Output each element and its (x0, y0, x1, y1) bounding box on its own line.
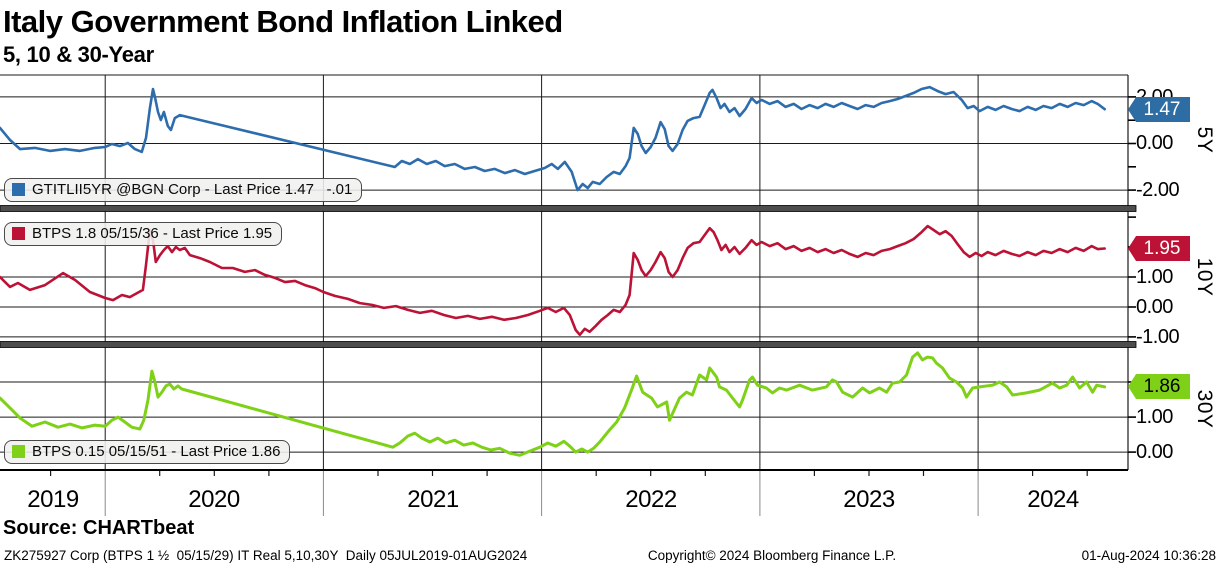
x-year-label-2020: 2020 (188, 486, 240, 513)
x-year-label-2021: 2021 (407, 486, 459, 513)
y-tick-label-10Y: 0.00 (1136, 296, 1173, 318)
panel-axis-label-30Y: 30Y (1193, 389, 1216, 429)
series-line-30Y (0, 351, 1107, 457)
legend-swatch-5Y (12, 183, 25, 196)
x-year-label-2019: 2019 (27, 486, 79, 513)
legend-text-30Y: BTPS 0.15 05/15/51 - Last Price 1.86 (32, 443, 281, 460)
x-year-label-2024: 2024 (1027, 486, 1079, 513)
footer-timestamp: 01-Aug-2024 10:36:28 (1081, 548, 1216, 563)
footer-security-description: ZK275927 Corp (BTPS 1 ½ 05/15/29) IT Rea… (4, 548, 528, 563)
legend-5Y[interactable]: GTITLII5YR @BGN Corp - Last Price 1.47 -… (4, 178, 363, 202)
x-year-label-2023: 2023 (843, 486, 895, 513)
y-tick-label-5Y: -2.00 (1136, 179, 1180, 201)
legend-10Y[interactable]: BTPS 1.8 05/15/36 - Last Price 1.95 (4, 222, 283, 246)
y-tick-label-10Y: -1.00 (1136, 326, 1180, 348)
footer-copyright: Copyright© 2024 Bloomberg Finance L.P. (647, 548, 897, 563)
source-line: Source: CHARTbeat (3, 517, 195, 539)
last-price-badge-30Y: 1.86 (1128, 374, 1190, 399)
last-price-badge-5Y: 1.47 (1128, 97, 1190, 122)
page-title: Italy Government Bond Inflation Linked (3, 4, 563, 39)
y-tick-label-10Y: 1.00 (1136, 266, 1173, 288)
y-tick-label-5Y: 0.00 (1136, 132, 1173, 154)
panel-axis-label-10Y: 10Y (1193, 257, 1216, 297)
legend-swatch-10Y (12, 227, 25, 240)
legend-text-5Y: GTITLII5YR @BGN Corp - Last Price 1.47 -… (32, 181, 353, 198)
page-subtitle: 5, 10 & 30-Year (3, 42, 154, 67)
x-year-label-2022: 2022 (625, 486, 677, 513)
series-line-5Y (0, 85, 1106, 192)
legend-30Y[interactable]: BTPS 0.15 05/15/51 - Last Price 1.86 (4, 440, 291, 464)
y-tick-label-30Y: 0.00 (1136, 441, 1173, 463)
legend-text-10Y: BTPS 1.8 05/15/36 - Last Price 1.95 (32, 225, 273, 242)
series-line-10Y (0, 224, 1106, 337)
panel-separator (0, 341, 1137, 348)
last-price-badge-10Y: 1.95 (1128, 236, 1190, 261)
panel-separator (0, 205, 1137, 212)
y-tick-label-30Y: 1.00 (1136, 406, 1173, 428)
legend-swatch-30Y (12, 445, 25, 458)
panel-axis-label-5Y: 5Y (1193, 126, 1216, 154)
